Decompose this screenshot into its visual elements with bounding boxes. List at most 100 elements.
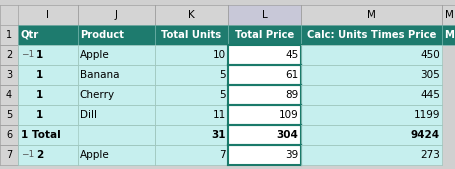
Text: 10: 10	[212, 50, 225, 60]
Text: Banana: Banana	[80, 70, 119, 80]
Bar	[18, 105, 77, 125]
Text: 445: 445	[419, 90, 439, 100]
Text: Total Units: Total Units	[161, 30, 221, 40]
Text: 6: 6	[6, 130, 12, 140]
Bar	[228, 85, 300, 105]
Bar	[155, 25, 228, 45]
Text: L: L	[261, 10, 267, 20]
Text: 5: 5	[6, 110, 12, 120]
Text: M: M	[444, 10, 453, 20]
Bar	[228, 125, 300, 145]
Bar	[300, 145, 441, 165]
Bar	[441, 25, 455, 45]
Bar	[300, 25, 441, 45]
Text: M: M	[366, 10, 375, 20]
Text: 273: 273	[419, 150, 439, 160]
Text: Qtr: Qtr	[20, 30, 39, 40]
Bar	[0, 25, 18, 45]
Bar	[18, 5, 77, 25]
Text: 5: 5	[218, 90, 225, 100]
Text: 7: 7	[218, 150, 225, 160]
Text: −1: −1	[20, 50, 34, 59]
Text: 4: 4	[6, 90, 12, 100]
Bar	[77, 5, 155, 25]
Bar	[77, 85, 155, 105]
Text: 45: 45	[285, 50, 298, 60]
Bar	[300, 45, 441, 65]
Text: I: I	[46, 10, 49, 20]
Text: 305: 305	[420, 70, 439, 80]
Bar	[18, 65, 77, 85]
Bar	[155, 85, 228, 105]
Bar	[18, 45, 77, 65]
Bar	[0, 65, 18, 85]
Bar	[18, 25, 77, 45]
Text: 9424: 9424	[410, 130, 439, 140]
Bar	[0, 5, 18, 25]
Bar	[300, 65, 441, 85]
Text: Apple: Apple	[80, 50, 109, 60]
Text: 89: 89	[285, 90, 298, 100]
Text: Cherry: Cherry	[80, 90, 115, 100]
Bar	[155, 145, 228, 165]
Text: 1199: 1199	[413, 110, 439, 120]
Text: K: K	[188, 10, 194, 20]
Bar	[228, 145, 300, 165]
Bar	[18, 85, 77, 105]
Text: Apple: Apple	[80, 150, 109, 160]
Bar	[228, 25, 300, 45]
Bar	[155, 125, 228, 145]
Text: M: M	[443, 30, 453, 40]
Bar	[228, 45, 300, 65]
Bar	[77, 125, 155, 145]
Text: 1: 1	[6, 30, 12, 40]
Bar	[300, 5, 441, 25]
Bar	[155, 45, 228, 65]
Bar	[77, 65, 155, 85]
Bar	[300, 105, 441, 125]
Bar	[0, 45, 18, 65]
Text: 61: 61	[285, 70, 298, 80]
Bar	[18, 145, 77, 165]
Text: 5: 5	[218, 70, 225, 80]
Bar	[77, 25, 155, 45]
Text: 31: 31	[211, 130, 225, 140]
Bar	[300, 85, 441, 105]
Text: −1: −1	[20, 150, 34, 159]
Text: Calc: Units Times Price: Calc: Units Times Price	[306, 30, 435, 40]
Text: 1: 1	[36, 110, 43, 120]
Bar	[18, 125, 155, 145]
Bar	[300, 125, 441, 145]
Text: Total Price: Total Price	[234, 30, 293, 40]
Bar	[155, 65, 228, 85]
Bar	[0, 85, 18, 105]
Text: 109: 109	[278, 110, 298, 120]
Text: 39: 39	[285, 150, 298, 160]
Text: 2: 2	[6, 50, 12, 60]
Text: 1 Total: 1 Total	[20, 130, 60, 140]
Text: 2: 2	[36, 150, 43, 160]
Text: J: J	[115, 10, 117, 20]
Bar	[0, 105, 18, 125]
Bar	[77, 105, 155, 125]
Text: 450: 450	[420, 50, 439, 60]
Text: 304: 304	[276, 130, 298, 140]
Text: 3: 3	[6, 70, 12, 80]
Text: Product: Product	[80, 30, 123, 40]
Bar	[77, 45, 155, 65]
Bar	[155, 5, 228, 25]
Text: 11: 11	[212, 110, 225, 120]
Bar	[441, 5, 455, 25]
Bar	[77, 145, 155, 165]
Bar	[0, 145, 18, 165]
Bar	[228, 105, 300, 125]
Bar	[0, 125, 18, 145]
Text: 1: 1	[36, 90, 43, 100]
Bar	[228, 5, 300, 25]
Text: Dill: Dill	[80, 110, 96, 120]
Text: 1: 1	[36, 70, 43, 80]
Text: 7: 7	[6, 150, 12, 160]
Bar	[155, 105, 228, 125]
Bar	[228, 65, 300, 85]
Text: 1: 1	[36, 50, 43, 60]
